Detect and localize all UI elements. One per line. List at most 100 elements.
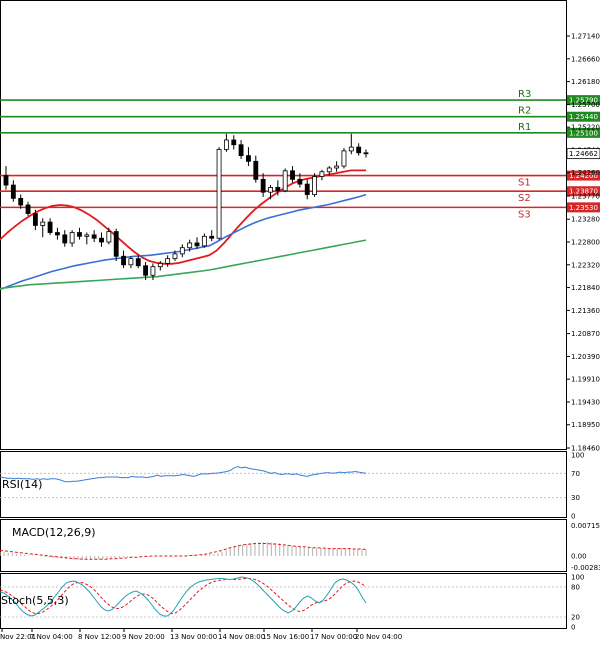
price-axis-label: 1.21840 — [571, 284, 600, 292]
price-axis-label: 1.23770 — [571, 192, 600, 200]
ma-fast-line — [0, 169, 366, 265]
level-tag-box — [567, 111, 600, 122]
candle — [18, 194, 24, 209]
candle — [91, 230, 97, 243]
ma-slow-line — [0, 239, 367, 290]
candle — [143, 261, 149, 280]
candle — [194, 237, 200, 250]
level-name-s3: S3 — [518, 209, 531, 220]
level-name-s2: S2 — [518, 193, 531, 204]
time-axis-label: 8 Nov 12:00 — [78, 633, 121, 641]
price-axis-label: 1.25700 — [571, 101, 600, 109]
candle — [113, 228, 119, 262]
time-axis-label: 14 Nov 08:00 — [218, 633, 265, 641]
macd-signal-line — [0, 543, 367, 560]
level-tag-box — [567, 170, 600, 181]
price-axis-label: 1.27140 — [571, 33, 600, 41]
time-axis-label: 7 Nov 04:00 — [30, 633, 73, 641]
price-axis-label: 1.18460 — [571, 445, 600, 453]
candle — [84, 232, 90, 245]
candle — [179, 244, 185, 258]
level-tag: 1.23870 — [569, 188, 598, 196]
rsi-panel: RSI(14) 100 70 30 0 — [0, 451, 584, 521]
stoch-k-line — [0, 576, 367, 617]
stoch-axis-label: 0 — [571, 624, 575, 632]
candle — [216, 147, 222, 240]
candle — [121, 250, 126, 269]
time-axis-label: 17 Nov 00:00 — [310, 633, 357, 641]
candle — [290, 166, 295, 183]
rsi-axis-label: 30 — [571, 494, 580, 502]
price-axis-label: 1.26180 — [571, 78, 600, 86]
candle — [363, 149, 369, 158]
candle — [165, 255, 171, 267]
price-axis-label: 1.21360 — [571, 307, 600, 315]
candle — [231, 135, 237, 150]
candle — [3, 166, 9, 190]
level-tag-box — [567, 95, 600, 106]
candle — [157, 261, 163, 271]
candle — [275, 180, 281, 196]
time-axis-label: Nov 22:01 — [0, 633, 36, 641]
candle — [187, 239, 193, 252]
candle — [69, 230, 75, 247]
candle — [32, 209, 38, 231]
candle — [47, 218, 53, 235]
level-tag: 1.25100 — [569, 129, 598, 137]
stoch-axis-label: 100 — [571, 574, 584, 582]
stoch-d-line — [0, 578, 367, 615]
price-axis-label: 1.22800 — [571, 239, 600, 247]
level-tag-box — [567, 127, 600, 138]
level-tag: 1.25790 — [569, 97, 598, 105]
level-name-r3: R3 — [518, 89, 531, 100]
macd-axis-label: 0.00715 — [571, 522, 600, 530]
time-axis-label: 20 Nov 04:00 — [355, 633, 402, 641]
candle — [260, 173, 266, 197]
current-price-box — [566, 148, 600, 160]
macd-title: MACD(12,26,9) — [12, 526, 96, 539]
candle — [25, 201, 31, 216]
candle — [128, 256, 134, 269]
candle — [135, 255, 141, 269]
level-tag: 1.23530 — [569, 204, 598, 212]
time-axis-label: 15 Nov 16:00 — [262, 633, 309, 641]
candle — [150, 263, 156, 280]
candle — [334, 161, 340, 172]
candle — [77, 227, 82, 240]
rsi-line — [0, 466, 367, 483]
level-name-r1: R1 — [518, 122, 531, 133]
candle — [106, 227, 112, 245]
candle — [348, 133, 354, 155]
candle — [282, 168, 288, 193]
candle — [319, 169, 325, 181]
macd-panel: MACD(12,26,9) 0.00715 0.00 -0.002831 — [0, 519, 600, 572]
price-axis-label: 1.18950 — [571, 421, 600, 429]
level-tag: 1.25440 — [569, 113, 598, 121]
price-axis-label: 1.19430 — [571, 398, 600, 406]
price-axis-label: 1.19910 — [571, 376, 600, 384]
price-axis-label: 1.24260 — [571, 169, 600, 177]
price-panel: R3 1.25790 R2 1.25440 R1 1.25100 S1 1.24200 S2 1.… — [0, 0, 600, 453]
rsi-title: RSI(14) — [2, 478, 42, 491]
time-axis: Nov 22:017 Nov 04:00 8 Nov 12:00 9 Nov 20:… — [0, 628, 402, 641]
candle — [326, 166, 332, 176]
level-tag: 1.24200 — [569, 172, 598, 180]
level-name-s1: S1 — [518, 178, 531, 189]
stoch-panel: Stoch(5,5,3) 100 80 20 0 — [0, 573, 584, 632]
price-axis-label: 1.22320 — [571, 261, 600, 269]
rsi-axis-label: 70 — [571, 470, 580, 478]
price-axis-label: 1.20870 — [571, 330, 600, 338]
candle — [55, 227, 60, 240]
candle — [312, 173, 317, 197]
candle — [356, 143, 362, 156]
level-tag-box — [567, 202, 600, 213]
candle — [40, 218, 46, 238]
candle — [253, 155, 259, 183]
rsi-axis-label: 100 — [571, 452, 584, 460]
macd-axis-label: 0.00 — [571, 552, 587, 560]
macd-axis-label: -0.002831 — [571, 564, 600, 572]
candle — [238, 139, 244, 159]
candle — [99, 232, 104, 247]
time-axis-label: 9 Nov 20:00 — [122, 633, 165, 641]
